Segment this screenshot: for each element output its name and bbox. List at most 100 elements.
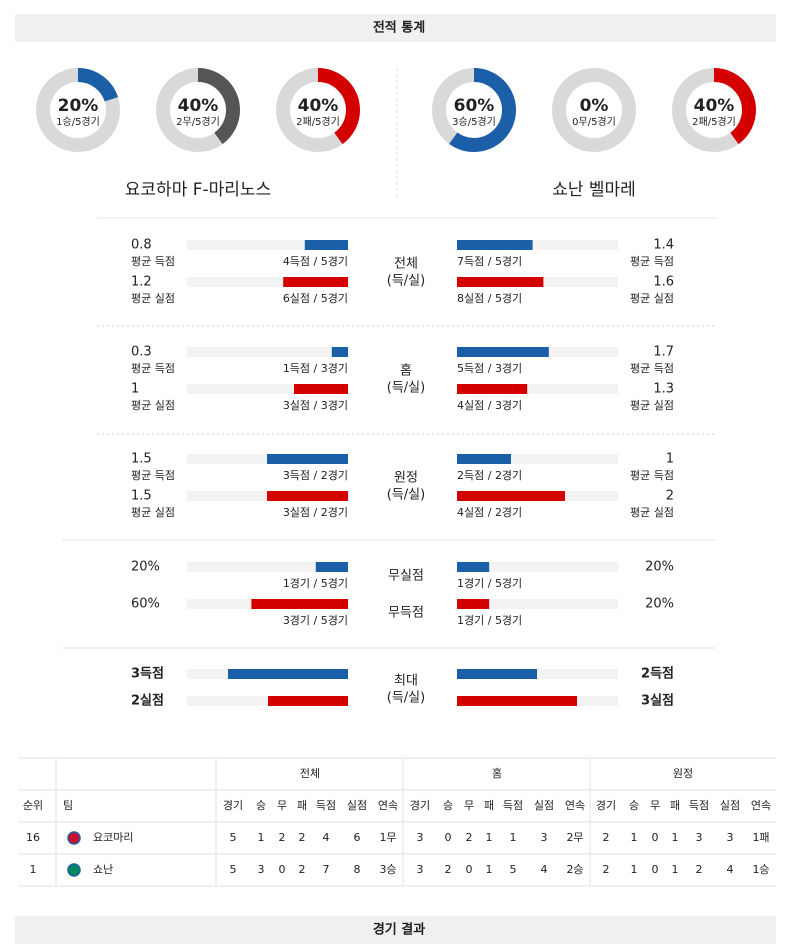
stat-value: 2 [666, 489, 674, 504]
column-header: 무 [464, 799, 474, 812]
team-name: 쇼난 벨마레 [552, 180, 636, 200]
stat-caption: 평균 실점 [131, 399, 175, 412]
bar [315, 562, 348, 572]
stat-caption: 평균 득점 [630, 255, 674, 268]
stat-cell: 2 [603, 831, 610, 844]
team-icon [67, 831, 81, 845]
donut-record: 3승/5경기 [452, 115, 496, 128]
donut-percent: 0% [580, 96, 609, 116]
bar [457, 669, 537, 679]
stat-cell: 4 [727, 863, 734, 876]
stat-caption: 평균 실점 [131, 506, 175, 519]
stat-value: 20% [645, 597, 674, 612]
bar [457, 347, 549, 357]
donut-track [552, 68, 636, 152]
donut-arc [672, 68, 756, 152]
bar [331, 347, 348, 357]
bar-track [457, 562, 618, 572]
stat-caption: 평균 득점 [630, 469, 674, 482]
stat-cell: 5 [230, 863, 237, 876]
stat-cell: 2승 [566, 863, 583, 876]
column-header: 실점 [534, 799, 554, 812]
stat-cell: 5 [230, 831, 237, 844]
stat-cell: 2 [696, 863, 703, 876]
stat-caption: 평균 득점 [131, 255, 175, 268]
donut-arc [36, 68, 120, 152]
bar-track [187, 384, 348, 394]
bar-detail: 6실점 / 5경기 [283, 292, 348, 305]
column-header: 순위 [23, 799, 43, 812]
stat-caption: 평균 실점 [630, 506, 674, 519]
bar [457, 240, 533, 250]
stat-value: 1.2 [131, 275, 152, 290]
donut-record: 2무/5경기 [176, 115, 220, 128]
stat-group-label: (득/실) [387, 488, 425, 503]
stat-cell: 2 [466, 831, 473, 844]
column-header: 승 [629, 799, 639, 812]
bar [457, 599, 490, 609]
bar [457, 562, 490, 572]
stat-caption: 평균 실점 [630, 399, 674, 412]
stat-cell: 3 [417, 863, 424, 876]
rank-cell: 16 [26, 831, 40, 844]
stat-value: 1 [666, 452, 674, 467]
stat-value: 2득점 [641, 667, 674, 682]
bar [251, 599, 348, 609]
bar [457, 454, 511, 464]
bar-detail: 3득점 / 2경기 [283, 469, 348, 482]
bar [283, 277, 348, 287]
stat-group-label: 홈 [400, 364, 412, 379]
stat-cell: 4 [541, 863, 548, 876]
bar-detail: 4득점 / 5경기 [283, 255, 348, 268]
team-icon [67, 863, 81, 877]
bar-detail: 1경기 / 5경기 [457, 614, 522, 627]
donut-percent: 40% [178, 96, 219, 116]
column-header: 패 [670, 799, 680, 812]
stat-row-label: 무실점 [388, 569, 424, 584]
bar-track [457, 240, 618, 250]
column-header: 연속 [751, 799, 771, 812]
stat-caption: 평균 득점 [131, 362, 175, 375]
stat-cell: 3 [541, 831, 548, 844]
stat-cell: 0 [445, 831, 452, 844]
column-header: 경기 [596, 799, 616, 812]
donut-percent: 60% [454, 96, 495, 116]
stat-value: 3실점 [641, 693, 674, 709]
column-header: 패 [297, 799, 307, 812]
stat-value: 0.8 [131, 238, 152, 253]
bar-track [187, 696, 348, 706]
bar-detail: 1득점 / 3경기 [283, 362, 348, 375]
donut-record: 2패/5경기 [296, 115, 340, 128]
stat-cell: 2 [279, 831, 286, 844]
rank-cell: 1 [30, 863, 37, 876]
stat-cell: 2 [299, 831, 306, 844]
stat-value: 20% [131, 560, 160, 575]
stat-cell: 0 [466, 863, 473, 876]
bar-track [457, 384, 618, 394]
stat-cell: 3 [417, 831, 424, 844]
bar-detail: 8실점 / 5경기 [457, 292, 522, 305]
bar-track [187, 562, 348, 572]
stat-value: 1.5 [131, 489, 152, 504]
bar-detail: 3실점 / 2경기 [283, 506, 348, 519]
bar [457, 491, 565, 501]
stat-cell: 1 [486, 831, 493, 844]
stat-value: 1.3 [653, 382, 674, 397]
stat-cell: 1패 [752, 831, 769, 844]
stat-caption: 평균 실점 [131, 292, 175, 305]
bar-track [457, 454, 618, 464]
footer-bar [15, 916, 776, 944]
bar-track [187, 347, 348, 357]
stat-group-label: 전체 [394, 257, 418, 272]
stat-cell: 2 [445, 863, 452, 876]
stat-cell: 4 [323, 831, 330, 844]
stat-cell: 2 [299, 863, 306, 876]
bar-detail: 4실점 / 3경기 [457, 399, 522, 412]
bar [267, 491, 348, 501]
stat-cell: 1 [631, 831, 638, 844]
stat-value: 0.3 [131, 345, 152, 360]
column-header: 경기 [410, 799, 430, 812]
column-header: 경기 [223, 799, 243, 812]
donut-arc [276, 68, 360, 152]
